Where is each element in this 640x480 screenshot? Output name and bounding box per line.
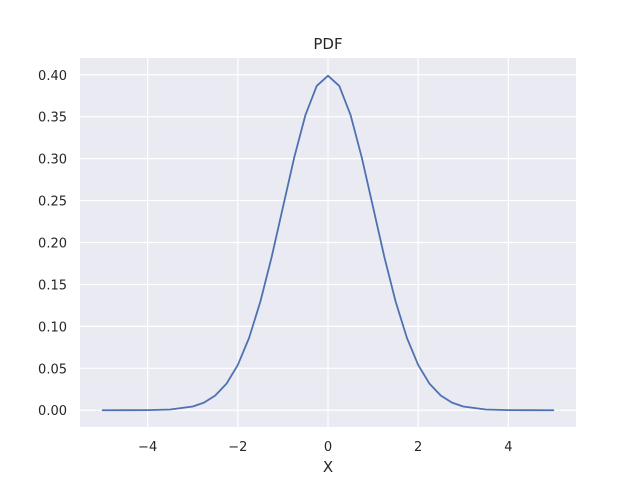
- y-tick-label: 0.10: [38, 320, 67, 335]
- y-tick-label: 0.40: [38, 69, 67, 84]
- x-tick-labels: −4 −2 0 2 4: [138, 440, 512, 455]
- x-tick-label: 0: [324, 440, 332, 455]
- y-tick-label: 0.00: [38, 404, 67, 419]
- x-tick-label: −2: [228, 440, 247, 455]
- y-tick-label: 0.20: [38, 237, 67, 252]
- y-tick-label: 0.05: [38, 362, 67, 377]
- x-tick-label: 2: [414, 440, 422, 455]
- series-group: [101, 74, 555, 412]
- pdf-curve: [101, 74, 555, 412]
- y-tick-label: 0.15: [38, 278, 67, 293]
- y-tick-label: 0.25: [38, 195, 67, 210]
- x-tick-label: 4: [504, 440, 512, 455]
- y-tick-labels: 0.00 0.05 0.10 0.15 0.20 0.25 0.30 0.35 0.40: [38, 69, 67, 419]
- x-tick-label: −4: [138, 440, 157, 455]
- chart-title: PDF: [313, 35, 342, 53]
- x-axis-label: X: [323, 458, 333, 476]
- y-tick-label: 0.30: [38, 153, 67, 168]
- y-tick-label: 0.35: [38, 111, 67, 126]
